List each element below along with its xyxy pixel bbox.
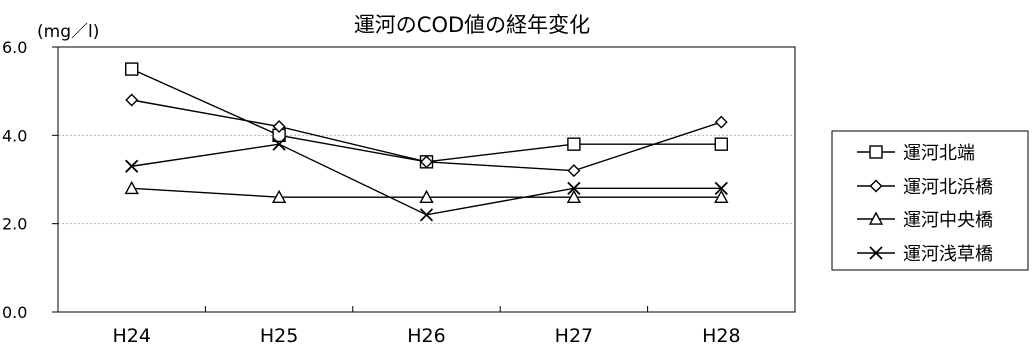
legend-item: 運河中央橋 (857, 210, 993, 231)
x-tick-label: H27 (555, 325, 593, 347)
y-tick-label: 6.0 (2, 38, 27, 57)
x-tick-label: H25 (260, 325, 298, 347)
x-tick-label: H28 (702, 325, 740, 347)
data-point (271, 189, 287, 203)
legend-marker (869, 179, 883, 193)
data-point (125, 159, 139, 173)
data-point (124, 180, 139, 195)
x-tick-label: H24 (112, 325, 150, 347)
data-point (124, 62, 139, 76)
data-point (714, 189, 729, 203)
legend-label: 運河中央橋 (903, 210, 993, 231)
data-point (714, 137, 728, 151)
legend-marker (869, 145, 883, 159)
data-point (567, 181, 581, 195)
data-point (567, 137, 581, 151)
data-point (272, 137, 286, 151)
series-line (131, 143, 722, 216)
data-point (419, 189, 434, 203)
series-group (124, 62, 729, 222)
series-2 (125, 93, 728, 178)
data-point (125, 93, 139, 107)
series-4 (125, 137, 728, 222)
legend-label: 運河北浜橋 (903, 177, 993, 198)
data-point (419, 208, 434, 222)
data-point (566, 189, 582, 203)
legend-label: 運河北端 (903, 143, 975, 164)
y-tick-label: 4.0 (2, 126, 27, 145)
x-tick-label: H26 (407, 325, 445, 347)
y-tick-label: 0.0 (2, 303, 27, 322)
grid-lines (58, 134, 795, 225)
data-point (714, 181, 728, 195)
legend-item: 運河北端 (857, 143, 975, 164)
series-3 (124, 180, 729, 203)
data-point (272, 120, 286, 133)
legend-marker (868, 211, 884, 225)
legend-marker (869, 246, 883, 260)
legend-box (831, 130, 1029, 271)
plot-area (57, 46, 796, 313)
y-tick-label: 2.0 (2, 215, 27, 234)
chart-title: 運河のCOD値の経年変化 (354, 13, 590, 37)
data-point (567, 164, 581, 178)
legend-item: 運河北浜橋 (857, 177, 993, 198)
y-unit-label: (mg／l) (37, 22, 99, 42)
legend-label: 運河浅草橋 (903, 244, 993, 265)
data-point (420, 155, 433, 169)
legend-item: 運河浅草橋 (857, 244, 993, 265)
data-point (714, 115, 728, 129)
axes: 0.0 2.0 4.0 6.0 H24 H25 H26 H27 H28 (2, 38, 741, 347)
